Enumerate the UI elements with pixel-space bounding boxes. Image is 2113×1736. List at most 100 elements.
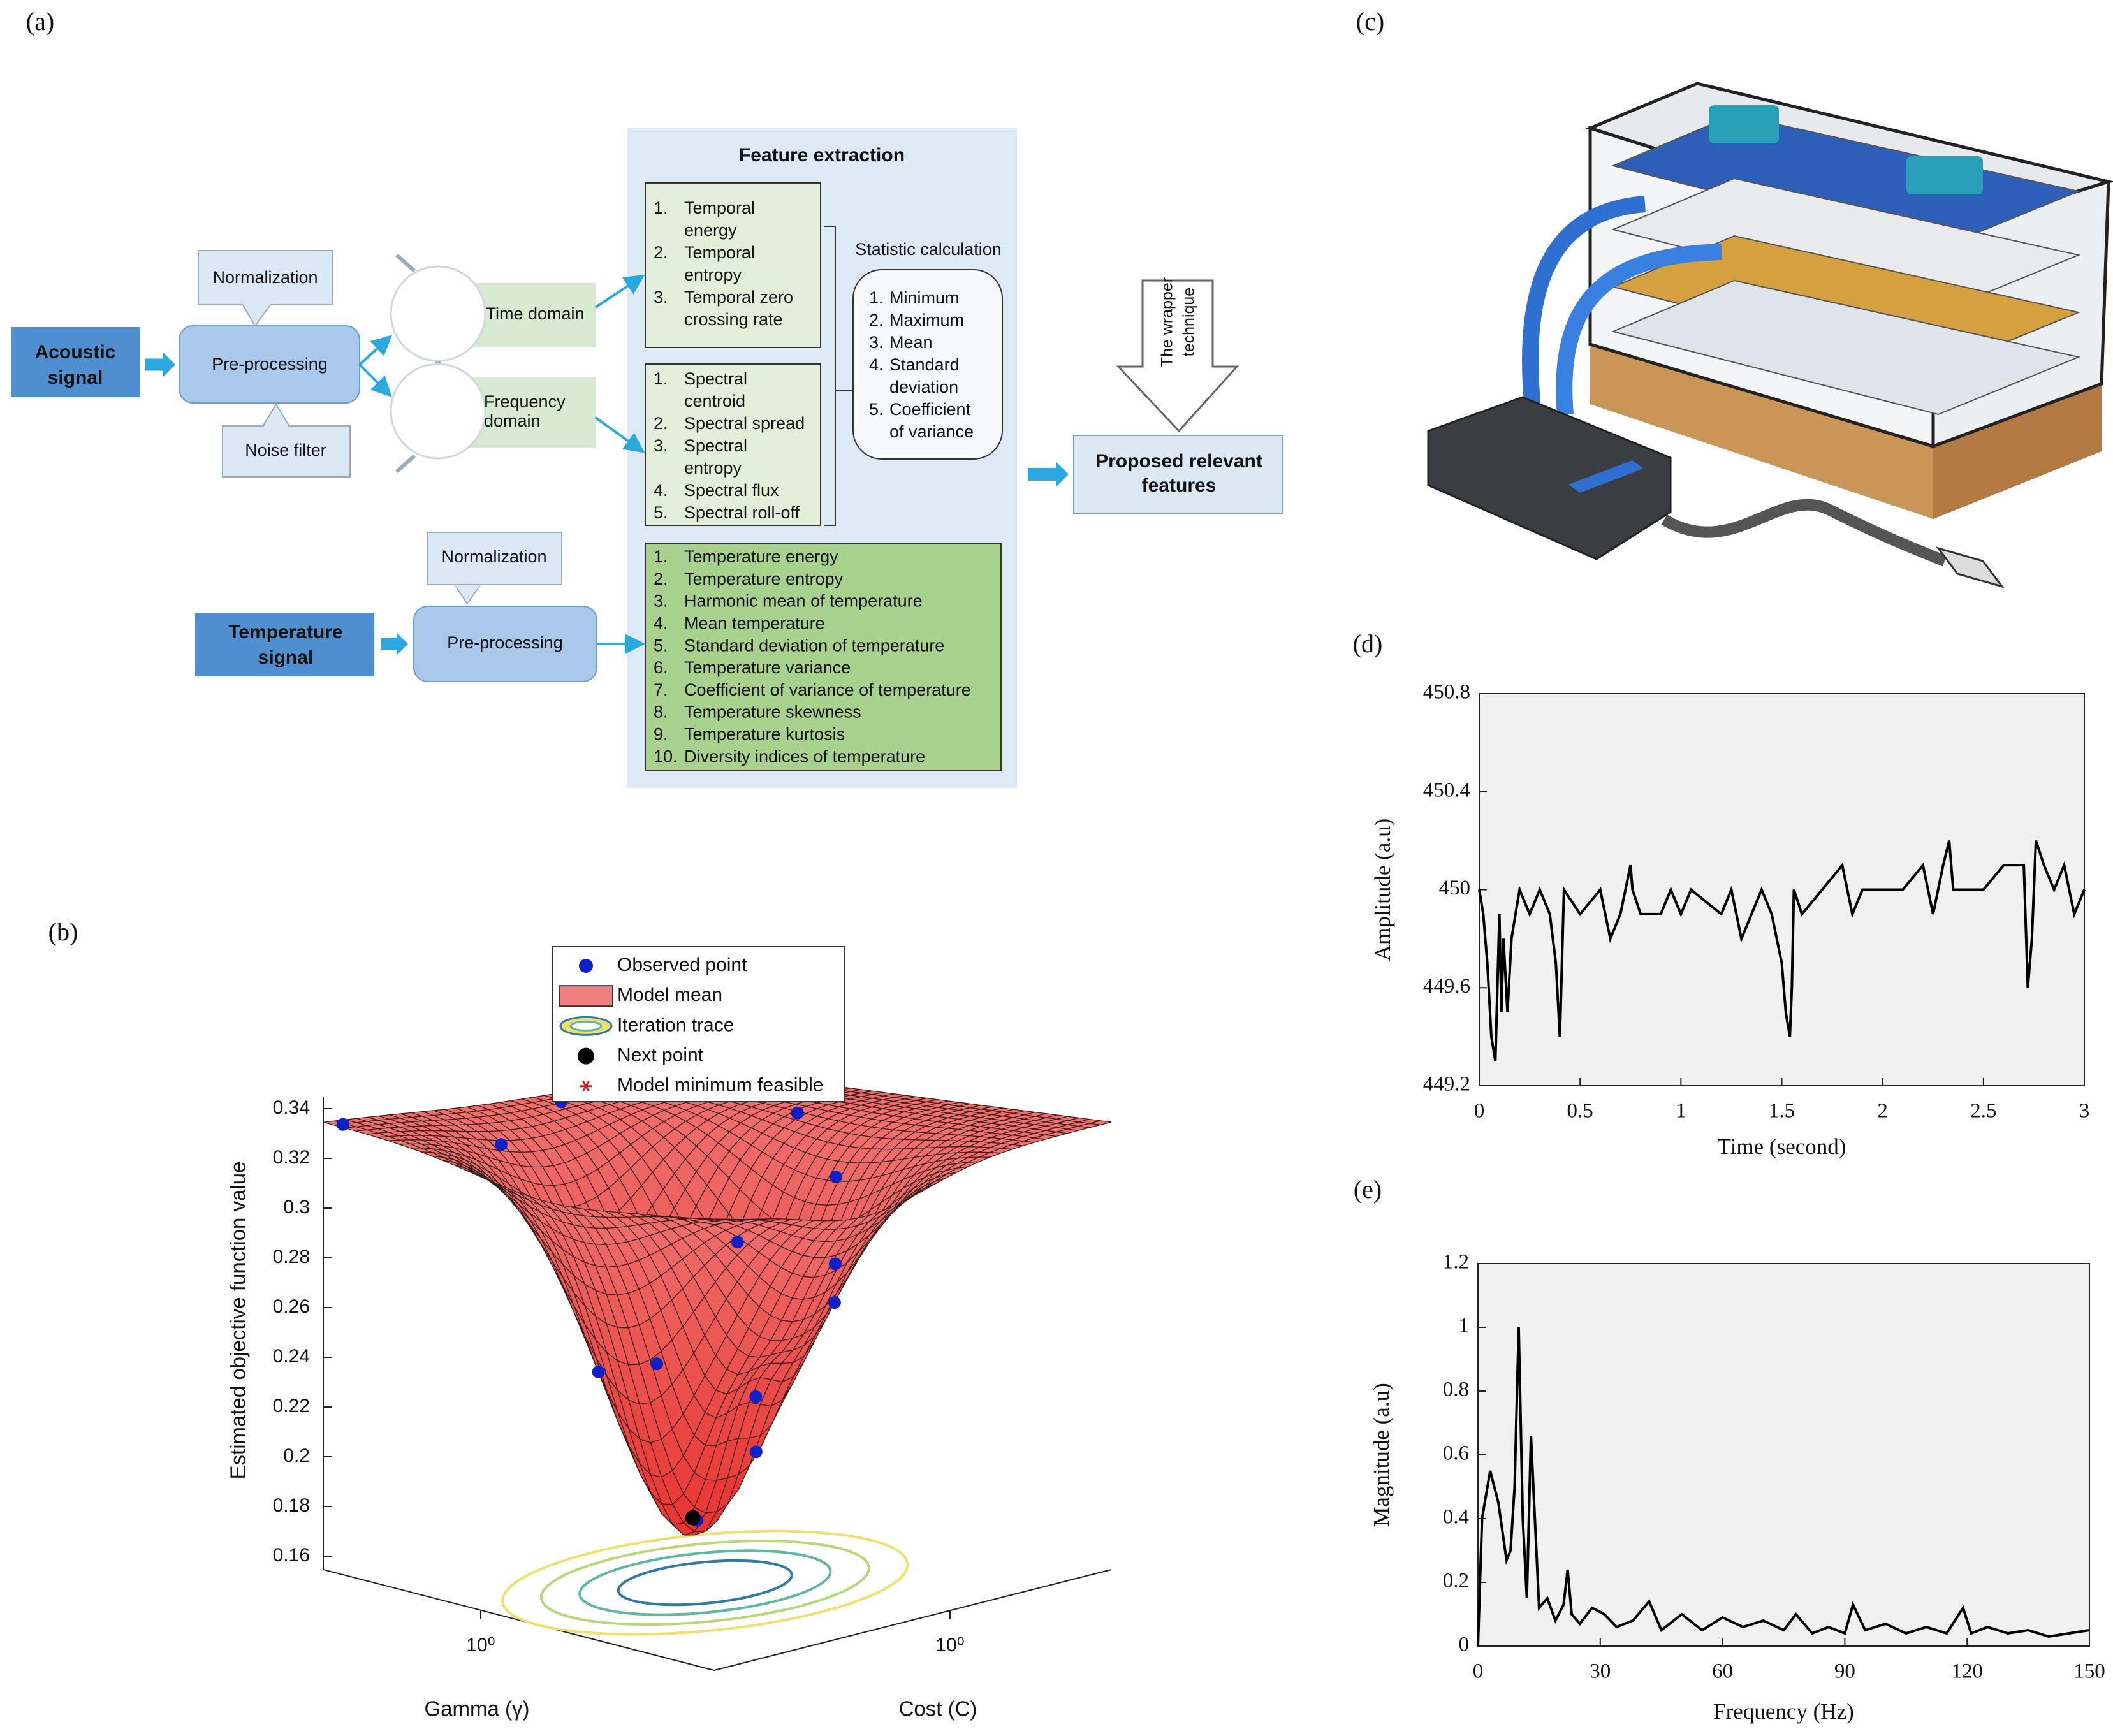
bracket — [824, 226, 853, 526]
y-tick-label: 0.2 — [1443, 1570, 1469, 1593]
item-text: Spectral spread — [684, 414, 805, 433]
item-number: 2. — [654, 414, 668, 433]
item-number: 4. — [654, 481, 668, 500]
item-text: Temporal — [684, 198, 755, 217]
observed-point-icon — [650, 1357, 664, 1371]
plot-area — [1479, 693, 2085, 1086]
item-text: Temperature variance — [684, 658, 851, 677]
y-axis-label: Gamma (γ) — [425, 1697, 530, 1721]
z-tick-label: 0.18 — [273, 1495, 310, 1516]
axis-line — [323, 1569, 715, 1671]
legend-marker — [569, 1020, 603, 1032]
panel-title: Feature extraction — [739, 145, 905, 166]
y-tick-label: 1.2 — [1443, 1251, 1469, 1274]
legend-marker — [578, 1047, 594, 1065]
block-arrow — [381, 632, 408, 655]
y-tick-label: 10⁰ — [466, 1635, 495, 1656]
legend-label: Model mean — [617, 984, 722, 1005]
block-arrow — [1028, 462, 1069, 487]
data-line — [1478, 840, 2086, 1061]
y-axis-label: Amplitude (a.u) — [1370, 819, 1395, 961]
item-text: Harmonic mean of temperature — [684, 592, 923, 611]
contour — [578, 1549, 832, 1616]
module — [1709, 105, 1779, 143]
y-tick-label: 1 — [1459, 1315, 1470, 1338]
y-tick-label: 0.4 — [1443, 1506, 1469, 1529]
item-text: Mean — [889, 333, 933, 352]
item-number: 3. — [654, 592, 668, 611]
item-number: 1. — [654, 369, 668, 388]
surface-cell — [703, 1220, 726, 1225]
item-number: 2. — [654, 243, 668, 262]
feature-box — [645, 363, 821, 526]
x-tick-label: 2.5 — [1970, 1100, 1996, 1123]
panel-label: (d) — [1353, 629, 1383, 658]
x-tick-label: 0.5 — [1567, 1100, 1593, 1123]
observed-point-icon — [749, 1390, 763, 1403]
legend-marker — [559, 985, 613, 1007]
panel-label: (b) — [48, 917, 78, 946]
legend-marker — [582, 1081, 590, 1092]
legend-label: Iteration trace — [617, 1014, 734, 1035]
z-tick-label: 0.16 — [273, 1545, 310, 1566]
y-tick-label: 0.8 — [1443, 1378, 1469, 1401]
connector — [395, 454, 416, 474]
panel-label: (a) — [26, 7, 54, 36]
item-number: 3. — [654, 436, 668, 455]
item-number: 8. — [654, 703, 668, 722]
item-number: 4. — [869, 355, 884, 374]
hub-stripe — [1568, 460, 1644, 493]
x-tick-label: 2 — [1877, 1100, 1888, 1123]
z-tick-label: 0.34 — [273, 1097, 310, 1118]
item-text: Temporal — [684, 243, 755, 262]
z-tick-label: 0.28 — [273, 1246, 310, 1267]
item-text: Standard — [889, 355, 960, 374]
label: Temperature — [228, 622, 343, 643]
label: Pre-processing — [447, 633, 563, 652]
wrapper-arrow — [1116, 279, 1239, 433]
arrow — [358, 335, 392, 366]
arrow — [358, 363, 392, 397]
next-point-icon — [685, 1510, 701, 1526]
label: technique — [1180, 288, 1198, 356]
feature-box — [645, 182, 821, 348]
acoustic-box — [11, 327, 140, 397]
item-number: 5. — [869, 400, 884, 419]
x-tick-label: 10⁰ — [935, 1635, 964, 1656]
z-tick-label: 0.22 — [273, 1396, 310, 1417]
item-text: Diversity indices of temperature — [684, 747, 925, 766]
item-text: Minimum — [889, 288, 960, 307]
panel-label: (e) — [1354, 1175, 1382, 1204]
item-number: 5. — [654, 636, 668, 655]
observed-point-icon — [829, 1171, 842, 1184]
legend-label: Model minimum feasible — [617, 1075, 823, 1096]
temperature-features-box — [645, 543, 1002, 771]
label: Proposed relevant — [1095, 451, 1262, 472]
x-tick-label: 3 — [2079, 1100, 2090, 1123]
y-tick-label: 449.2 — [1423, 1073, 1470, 1096]
x-tick-label: 30 — [1590, 1660, 1611, 1683]
item-text: Temperature energy — [684, 547, 838, 566]
observed-point-icon — [828, 1257, 842, 1271]
item-text: Spectral roll-off — [684, 503, 800, 522]
usb-plug — [1936, 546, 2005, 588]
item-number: 1. — [654, 547, 668, 566]
callout-cover — [243, 304, 270, 323]
preprocess-box — [413, 606, 597, 682]
item-number: 2. — [869, 310, 884, 330]
x-tick-label: 120 — [1951, 1660, 1983, 1683]
observed-point-icon — [494, 1138, 508, 1151]
item-text: of variance — [889, 422, 974, 441]
callout-cover — [263, 408, 289, 427]
item-number: 9. — [654, 725, 668, 744]
item-number: 3. — [869, 333, 884, 352]
item-text: crossing rate — [684, 310, 783, 329]
z-tick-label: 0.26 — [273, 1296, 310, 1317]
cable — [1556, 244, 1722, 416]
observed-point-icon — [828, 1296, 841, 1309]
item-number: 2. — [654, 569, 668, 588]
x-tick-label: 0 — [1474, 1100, 1485, 1123]
label: signal — [258, 647, 314, 668]
item-text: deviation — [889, 377, 958, 397]
wood-side — [1933, 384, 2102, 519]
